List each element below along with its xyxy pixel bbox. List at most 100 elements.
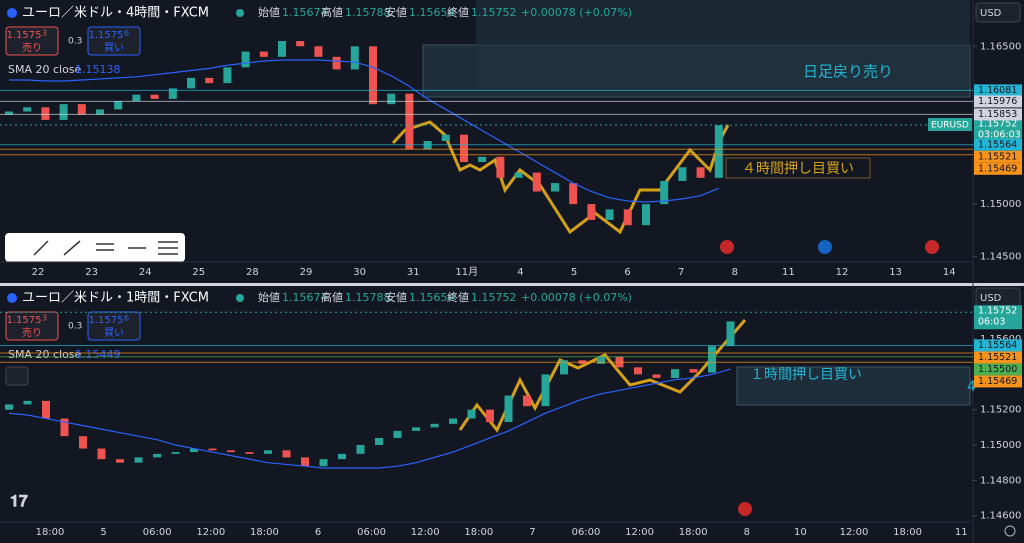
logo: 𝟏𝟕 xyxy=(10,492,28,511)
candle xyxy=(496,156,505,178)
price-badge xyxy=(974,150,1022,163)
price-badge xyxy=(974,84,1022,97)
ohlc-value: 1.15674 xyxy=(282,291,328,304)
support-zone xyxy=(736,366,971,406)
y-tick-label: 1.15000 xyxy=(980,440,1021,451)
symbol-icon xyxy=(7,8,17,18)
sell-pip: 3 xyxy=(42,314,47,323)
event-icons xyxy=(720,240,939,516)
candle xyxy=(338,453,346,460)
candle xyxy=(350,46,359,70)
countdown: 06:03 xyxy=(978,317,1005,328)
candle xyxy=(671,369,679,378)
candle xyxy=(5,111,13,115)
x-tick-label: 06:00 xyxy=(357,527,386,538)
candle xyxy=(259,51,268,57)
candle xyxy=(42,400,50,419)
candle xyxy=(369,46,377,105)
ohlc-value: 1.15654 xyxy=(409,291,455,304)
candle xyxy=(605,209,614,220)
x-tick-label: 18:00 xyxy=(893,527,922,538)
indicator-value: 1.15449 xyxy=(75,348,121,361)
symbol-badge xyxy=(928,118,972,132)
x-tick-label: 30 xyxy=(353,267,366,278)
market-status xyxy=(236,9,244,17)
ohlc-value: 1.15654 xyxy=(409,6,455,19)
ohlc-label: 始値 xyxy=(258,5,280,19)
ohlc-label: 高値 xyxy=(321,290,343,304)
price-badge-label: 1.15853 xyxy=(978,109,1017,120)
candle xyxy=(77,104,86,115)
candle xyxy=(412,427,420,431)
price-badge xyxy=(974,375,1022,388)
x-tick-label: 5 xyxy=(571,267,577,278)
x-tick-label: 11 xyxy=(955,527,968,538)
x-tick-label: 11 xyxy=(782,267,795,278)
sma-line xyxy=(8,368,731,469)
buy-button[interactable] xyxy=(87,26,141,56)
candle xyxy=(430,423,439,428)
price-badge-label: 1.15521 xyxy=(978,352,1017,363)
y-tick-label: 1.14800 xyxy=(980,475,1021,486)
candle xyxy=(441,134,450,141)
currency: USD xyxy=(980,8,1002,19)
x-tick-label: 12:00 xyxy=(411,527,440,538)
chart-title: ユーロ／米ドル・4時間・FXCM xyxy=(22,6,209,21)
sma-line xyxy=(9,59,720,203)
candle xyxy=(460,134,468,163)
x-tick-label: 22 xyxy=(32,267,45,278)
ohlc-value: 1.15674 xyxy=(282,6,328,19)
x-tick-label: 31 xyxy=(407,267,420,278)
buy-button[interactable] xyxy=(87,311,141,341)
currency-select[interactable] xyxy=(975,2,1021,23)
candle xyxy=(449,418,457,424)
x-tick-label: 25 xyxy=(192,267,205,278)
price-badge-label: 1.15500 xyxy=(978,364,1017,375)
price-badge xyxy=(974,363,1022,376)
price-badge xyxy=(974,138,1022,151)
x-tick-label: 18:00 xyxy=(464,527,493,538)
symbol-badge-label: EURUSD xyxy=(931,121,969,131)
support-zone xyxy=(725,157,871,179)
current-price-badge xyxy=(974,305,1022,330)
x-tick-label: 28 xyxy=(246,267,259,278)
candle xyxy=(467,409,476,419)
y-tick-label: 1.14600 xyxy=(980,511,1021,522)
collapse-button[interactable] xyxy=(5,366,29,386)
candle xyxy=(504,395,513,423)
candle xyxy=(5,404,13,410)
candle xyxy=(486,409,494,423)
candle xyxy=(60,418,69,437)
candle xyxy=(726,321,735,347)
candle xyxy=(560,360,568,375)
candle xyxy=(696,167,705,178)
x-tick-label: 06:00 xyxy=(143,527,172,538)
candle xyxy=(301,457,309,467)
current-price-badge xyxy=(974,118,1022,143)
x-tick-label: 6 xyxy=(315,527,321,538)
candle xyxy=(478,156,487,163)
x-tick-label: 7 xyxy=(678,267,684,278)
candle xyxy=(223,67,232,84)
price-badge xyxy=(974,351,1022,364)
candle xyxy=(23,400,32,405)
y-tick-label: 1.16500 xyxy=(980,41,1021,52)
candle xyxy=(79,436,87,449)
settings-button[interactable] xyxy=(1004,525,1016,537)
currency: USD xyxy=(980,293,1002,304)
candle xyxy=(97,448,106,460)
sell-price: 1.1575 xyxy=(7,315,42,326)
candle xyxy=(282,450,291,458)
price-badge-label: 1.15564 xyxy=(978,340,1017,351)
candle xyxy=(387,93,396,105)
candle xyxy=(171,452,180,454)
drawing-toolbar[interactable] xyxy=(5,233,185,262)
candle xyxy=(190,448,198,453)
candle xyxy=(405,93,414,150)
candle xyxy=(208,448,217,451)
candle xyxy=(532,172,541,192)
sell-button[interactable] xyxy=(5,26,59,56)
buy-pip: 6 xyxy=(124,29,129,38)
candle xyxy=(541,374,550,407)
